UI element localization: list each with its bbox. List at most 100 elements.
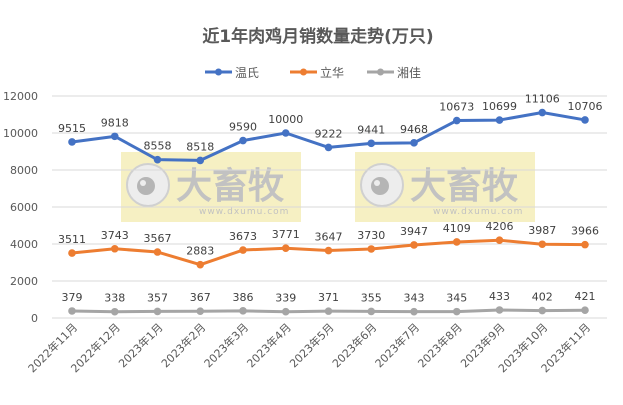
data-label: 9441	[357, 123, 385, 136]
y-tick-label: 8000	[10, 164, 38, 177]
data-point[interactable]	[68, 249, 76, 257]
data-point[interactable]	[452, 307, 461, 316]
data-label: 421	[575, 290, 596, 303]
data-point[interactable]	[281, 307, 290, 316]
data-point[interactable]	[581, 240, 589, 249]
data-label: 11106	[525, 93, 560, 106]
data-point[interactable]	[410, 307, 418, 316]
data-point[interactable]	[452, 116, 461, 125]
data-point[interactable]	[538, 240, 547, 249]
data-point[interactable]	[68, 307, 76, 315]
data-point[interactable]	[239, 307, 247, 315]
y-tick-label: 2000	[10, 275, 38, 288]
x-tick-label: 2023年8月	[415, 320, 465, 370]
data-label: 10699	[482, 100, 517, 113]
gridlines	[52, 95, 607, 319]
data-label: 3966	[571, 225, 599, 238]
data-label: 10706	[568, 100, 603, 113]
series-1: 9515 9818 8558 8518 9590 10000 9222 9441 9468 106…	[58, 93, 603, 165]
data-point[interactable]	[68, 138, 76, 146]
data-point[interactable]	[538, 108, 547, 117]
data-label: 433	[489, 290, 510, 303]
data-point[interactable]	[324, 307, 333, 315]
data-point[interactable]	[495, 236, 504, 244]
data-point[interactable]	[452, 238, 461, 246]
data-label: 343	[404, 292, 425, 305]
data-label: 345	[446, 292, 467, 305]
data-point[interactable]	[324, 246, 333, 255]
x-axis: 2022年11月2022年12月2023年1月2023年2月2023年3月202…	[25, 320, 593, 375]
watermark-text: 大畜牧	[410, 166, 519, 207]
data-point[interactable]	[153, 307, 162, 316]
data-point[interactable]	[581, 306, 589, 315]
data-label: 8558	[144, 140, 172, 153]
data-label: 379	[62, 291, 83, 304]
data-point[interactable]	[153, 155, 162, 164]
data-label: 357	[147, 291, 168, 304]
legend-item-1[interactable]: 温氏	[205, 66, 259, 80]
data-label: 10673	[439, 101, 474, 114]
data-point[interactable]	[538, 306, 547, 315]
data-label: 9468	[400, 123, 428, 136]
x-tick-label: 2023年4月	[244, 320, 294, 370]
data-point[interactable]	[581, 116, 589, 124]
legend-item-2[interactable]: 立华	[290, 65, 344, 80]
data-label: 402	[532, 291, 553, 304]
data-point[interactable]	[495, 116, 504, 124]
data-point[interactable]	[281, 129, 290, 137]
legend-label: 温氏	[235, 66, 259, 80]
data-point[interactable]	[196, 156, 205, 165]
x-tick-label: 2023年3月	[201, 320, 251, 370]
y-tick-label: 10000	[3, 127, 38, 140]
data-label: 9590	[229, 121, 257, 134]
data-point[interactable]	[239, 136, 247, 145]
series-3: 379 338 357 367 386 339 371 355 343 345 433 402 421	[62, 290, 596, 316]
data-point[interactable]	[196, 260, 205, 269]
data-label: 3987	[528, 224, 556, 237]
data-label: 3673	[229, 230, 257, 243]
data-point[interactable]	[410, 139, 418, 147]
legend-label: 湘佳	[397, 65, 421, 80]
legend-marker-icon	[300, 68, 307, 76]
data-point[interactable]	[196, 307, 205, 316]
data-label: 4206	[486, 220, 514, 233]
data-point[interactable]	[281, 244, 290, 253]
y-tick-label: 12000	[3, 90, 38, 103]
data-label: 338	[104, 292, 125, 305]
data-point[interactable]	[367, 245, 376, 253]
watermark-url: www.dxumu.com	[433, 207, 523, 217]
data-label: 3567	[144, 232, 172, 245]
data-label: 355	[361, 291, 382, 304]
chart-legend: 温氏 立华 湘佳	[205, 65, 421, 80]
data-point[interactable]	[110, 244, 119, 253]
data-point[interactable]	[367, 307, 376, 316]
data-label: 4109	[443, 222, 471, 235]
data-label: 9818	[101, 116, 129, 129]
data-point[interactable]	[110, 307, 119, 316]
y-axis: 0 2000 4000 6000 8000 10000 12000	[3, 90, 38, 325]
data-label: 2883	[186, 245, 214, 258]
data-point[interactable]	[153, 248, 162, 256]
legend-item-3[interactable]: 湘佳	[367, 65, 421, 80]
series-layer: 9515 9818 8558 8518 9590 10000 9222 9441 9468 106…	[58, 93, 603, 316]
data-label: 9222	[315, 127, 343, 140]
data-label: 3743	[101, 229, 129, 242]
series-2: 3511 3743 3567 2883 3673 3771 3647 3730 3947 4109…	[58, 220, 599, 269]
legend-marker-icon	[377, 68, 384, 76]
x-tick-label: 2023年6月	[329, 320, 379, 370]
y-tick-label: 0	[31, 312, 38, 325]
data-point[interactable]	[410, 241, 418, 249]
chart-title: 近1年肉鸡月销数量走势(万只)	[202, 26, 433, 47]
data-label: 371	[318, 291, 339, 304]
data-label: 339	[275, 292, 296, 305]
data-label: 8518	[186, 140, 214, 153]
data-label: 10000	[268, 113, 303, 126]
data-label: 3730	[357, 229, 385, 242]
data-point[interactable]	[324, 143, 333, 152]
data-point[interactable]	[367, 139, 376, 148]
x-tick-label: 2023年2月	[158, 320, 208, 370]
data-point[interactable]	[110, 132, 119, 141]
data-point[interactable]	[239, 246, 247, 254]
data-point[interactable]	[495, 306, 504, 314]
